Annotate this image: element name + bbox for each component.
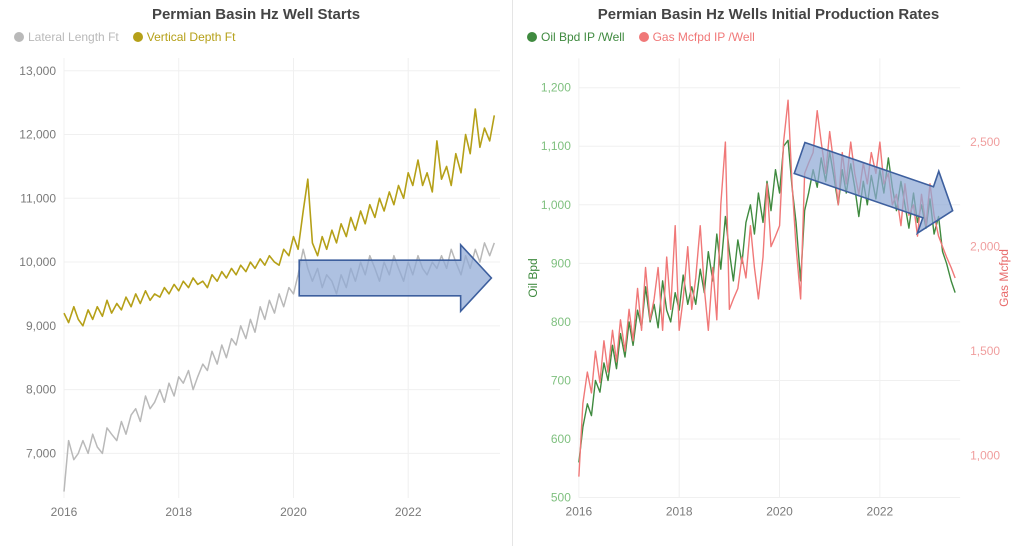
svg-text:12,000: 12,000 — [19, 128, 56, 142]
svg-text:1,000: 1,000 — [970, 449, 1000, 463]
svg-text:500: 500 — [551, 491, 571, 505]
svg-text:2,500: 2,500 — [970, 135, 1000, 149]
svg-text:7,000: 7,000 — [26, 446, 56, 460]
svg-text:2022: 2022 — [395, 505, 422, 519]
svg-text:900: 900 — [551, 256, 571, 270]
svg-text:2020: 2020 — [280, 505, 307, 519]
svg-text:1,100: 1,100 — [541, 139, 571, 153]
svg-text:2016: 2016 — [51, 505, 78, 519]
charts-container: Permian Basin Hz Well Starts Lateral Len… — [0, 0, 1024, 546]
svg-text:2,000: 2,000 — [970, 240, 1000, 254]
svg-text:2016: 2016 — [566, 505, 593, 519]
svg-text:11,000: 11,000 — [20, 191, 56, 205]
svg-text:1,500: 1,500 — [970, 344, 1000, 358]
svg-text:2018: 2018 — [666, 505, 693, 519]
svg-text:2020: 2020 — [766, 505, 793, 519]
svg-text:2018: 2018 — [165, 505, 192, 519]
svg-text:10,000: 10,000 — [19, 255, 56, 269]
right-chart-panel: Permian Basin Hz Wells Initial Productio… — [512, 0, 1024, 546]
svg-text:600: 600 — [551, 432, 571, 446]
right-chart-plot: 500 600 700 800 900 1,000 1,100 1,200 1,000 1,500… — [513, 0, 1024, 546]
svg-text:13,000: 13,000 — [19, 64, 56, 78]
svg-text:2022: 2022 — [867, 505, 894, 519]
left-chart-plot: 7,000 8,000 9,000 10,000 11,000 12,000 13,000 2… — [0, 0, 512, 546]
svg-text:Oil Bpd: Oil Bpd — [526, 258, 540, 297]
svg-text:800: 800 — [551, 315, 571, 329]
svg-text:9,000: 9,000 — [26, 319, 56, 333]
svg-text:1,000: 1,000 — [541, 198, 571, 212]
left-chart-panel: Permian Basin Hz Well Starts Lateral Len… — [0, 0, 512, 546]
svg-text:8,000: 8,000 — [26, 383, 56, 397]
svg-text:700: 700 — [551, 373, 571, 387]
svg-text:Gas Mcfpd: Gas Mcfpd — [997, 249, 1011, 307]
svg-text:1,200: 1,200 — [541, 81, 571, 95]
